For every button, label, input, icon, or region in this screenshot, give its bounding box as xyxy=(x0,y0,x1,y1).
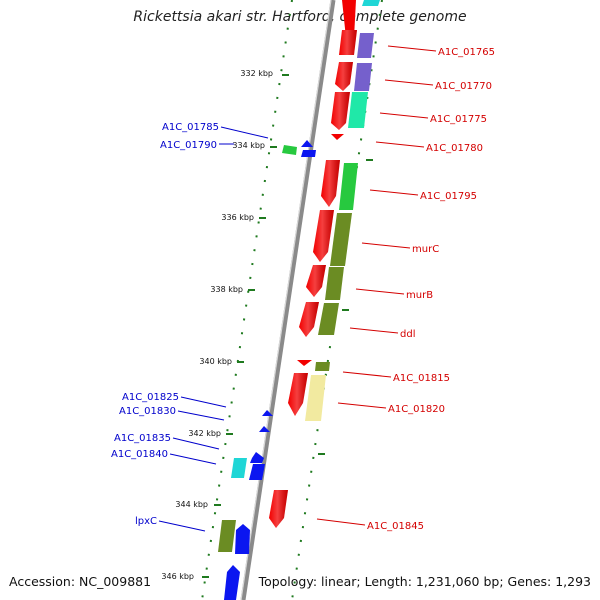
gene-label-a1c-01775[interactable]: A1C_01775 xyxy=(430,114,487,125)
gene-label-a1c-01815[interactable]: A1C_01815 xyxy=(393,373,450,384)
right-scale-track xyxy=(291,0,383,600)
scale-ticks xyxy=(202,74,289,578)
gene-a1c-01830[interactable] xyxy=(259,426,270,432)
gene-a1c-01770[interactable] xyxy=(335,62,372,91)
scale-label-334: 334 kbp xyxy=(232,141,265,150)
plus-label-leaders xyxy=(316,45,437,526)
gene-a1c-01820[interactable] xyxy=(288,373,326,421)
gene-a1c-01765[interactable] xyxy=(339,30,374,58)
genome-backbone-highlight xyxy=(240,0,332,600)
gene-label-a1c-01825[interactable]: A1C_01825 xyxy=(122,392,179,403)
gene-murc[interactable] xyxy=(313,210,352,266)
scale-label-342: 342 kbp xyxy=(188,429,221,438)
gene-label-a1c-01765[interactable]: A1C_01765 xyxy=(438,47,495,58)
gene-a1c-01795[interactable] xyxy=(321,160,358,210)
accession-text: Accession: NC_009881 xyxy=(9,574,152,589)
gene-label-a1c-01780[interactable]: A1C_01780 xyxy=(426,143,483,154)
gene-label-murb[interactable]: murB xyxy=(406,290,433,301)
minus-label-leaders xyxy=(158,126,269,532)
scale-label-332: 332 kbp xyxy=(240,69,273,78)
gene-a1c-01840[interactable] xyxy=(231,458,247,478)
gene-label-a1c-01845[interactable]: A1C_01845 xyxy=(367,521,424,532)
gene-label-lpxc[interactable]: lpxC xyxy=(135,516,157,527)
gene-a1c-01815[interactable] xyxy=(297,360,330,371)
right-scale-ticks xyxy=(318,159,373,455)
gene-label-ddl[interactable]: ddl xyxy=(400,329,415,340)
scale-label-338: 338 kbp xyxy=(210,285,243,294)
gene-label-murc[interactable]: murC xyxy=(412,244,439,255)
gene-label-a1c-01770[interactable]: A1C_01770 xyxy=(435,81,492,92)
left-scale-track xyxy=(201,0,293,600)
gene-ddl[interactable] xyxy=(299,302,339,337)
genome-backbone xyxy=(240,0,336,600)
gene-a1c-01835[interactable] xyxy=(249,452,265,480)
gene-a1c-01790[interactable] xyxy=(301,140,316,157)
gene-a1c-01780[interactable] xyxy=(331,134,344,140)
gene-a1c-01845[interactable] xyxy=(269,490,288,528)
gene-a1c-01825[interactable] xyxy=(262,410,273,416)
gene-a1c-01785[interactable] xyxy=(282,145,297,155)
gene-top-partial[interactable] xyxy=(342,0,380,38)
gene-label-a1c-01790[interactable]: A1C_01790 xyxy=(160,140,217,151)
gene-murb[interactable] xyxy=(306,265,344,300)
map-title: Rickettsia akari str. Hartford, complete… xyxy=(133,9,467,25)
gene-label-a1c-01795[interactable]: A1C_01795 xyxy=(420,191,477,202)
gene-lpxc[interactable] xyxy=(218,520,250,554)
scale-label-344: 344 kbp xyxy=(175,500,208,509)
genome-summary-text: Topology: linear; Length: 1,231,060 bp; … xyxy=(258,574,591,589)
gene-label-a1c-01840[interactable]: A1C_01840 xyxy=(111,449,168,460)
scale-label-336: 336 kbp xyxy=(221,213,254,222)
gene-bottom-partial[interactable] xyxy=(224,565,240,600)
gene-label-a1c-01820[interactable]: A1C_01820 xyxy=(388,404,445,415)
gene-label-a1c-01835[interactable]: A1C_01835 xyxy=(114,433,171,444)
scale-label-346: 346 kbp xyxy=(161,572,194,581)
gene-a1c-01775[interactable] xyxy=(331,92,368,130)
scale-label-340: 340 kbp xyxy=(199,357,232,366)
gene-label-a1c-01830[interactable]: A1C_01830 xyxy=(119,406,176,417)
gene-label-a1c-01785[interactable]: A1C_01785 xyxy=(162,122,219,133)
